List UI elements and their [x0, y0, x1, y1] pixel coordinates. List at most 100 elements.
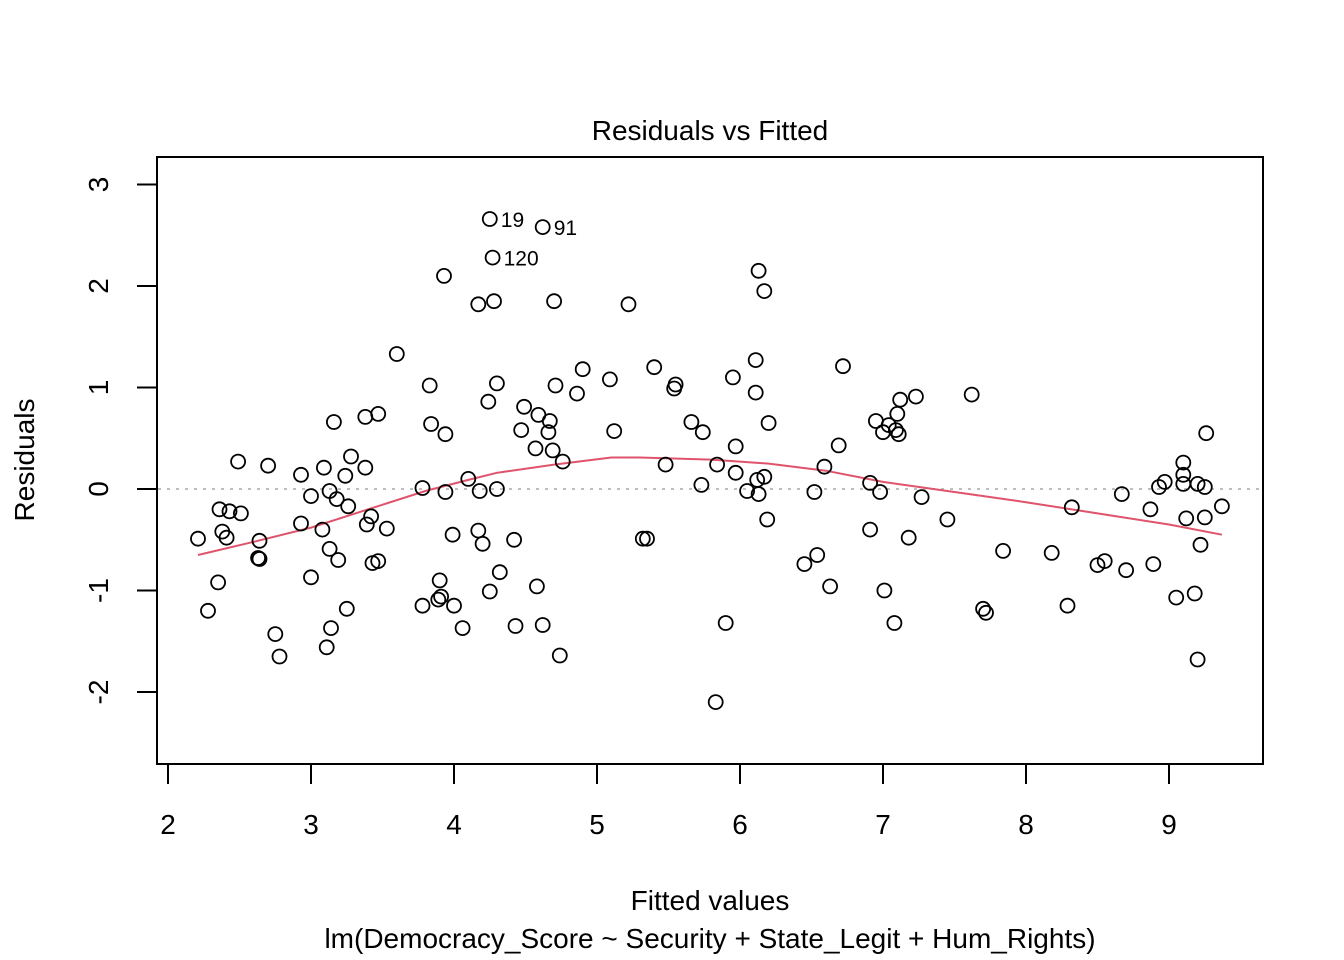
residual-point [357, 459, 374, 476]
residual-point [554, 453, 571, 470]
residual-point [437, 426, 454, 443]
residual-point [454, 620, 471, 636]
residual-point [634, 530, 651, 547]
residual-point [1196, 479, 1213, 495]
outlier-label: 91 [554, 217, 577, 240]
residual-point [323, 620, 339, 636]
residual-point [750, 486, 767, 503]
x-axis: 2 3 4 5 6 7 8 9 [160, 763, 1177, 840]
residual-point [756, 283, 773, 300]
residual-point [1113, 486, 1130, 503]
residual-point [1175, 454, 1192, 471]
residual-point [809, 547, 826, 563]
residual-point [717, 615, 734, 631]
residual-point [939, 511, 956, 528]
residual-point [460, 470, 477, 487]
residual-point [444, 526, 461, 543]
y-tick-label: 3 [83, 177, 114, 193]
residual-point [876, 582, 893, 599]
residual-point [1059, 597, 1076, 614]
residual-point [370, 553, 387, 569]
residual-point [1178, 510, 1195, 527]
residual-point [739, 483, 755, 499]
residual-point [534, 617, 551, 633]
residual-points [190, 211, 1230, 710]
residual-point [796, 556, 813, 572]
residual-point [513, 422, 530, 439]
residual-point [481, 583, 498, 600]
residual-point [725, 369, 741, 386]
residual-point [1196, 509, 1213, 526]
residual-point [423, 416, 440, 432]
residual-point [251, 551, 268, 567]
residual-point [433, 588, 450, 605]
x-tick-label: 4 [446, 809, 462, 840]
residual-point [862, 474, 878, 491]
residual-point [544, 442, 561, 459]
residual-point [414, 480, 431, 496]
residual-point [693, 476, 710, 493]
residual-point [480, 393, 497, 410]
residual-point [431, 572, 448, 589]
residual-point [727, 464, 744, 481]
residual-point [727, 438, 744, 455]
chart-subtitle: lm(Democracy_Score ~ Security + State_Le… [324, 923, 1095, 954]
x-tick-label: 2 [160, 809, 176, 840]
residual-point [667, 376, 684, 393]
residual-point [328, 491, 345, 508]
residual-point [330, 552, 347, 568]
residual-point [484, 249, 501, 266]
residual-point [889, 405, 906, 422]
residual-point [1175, 475, 1192, 492]
outlier-label: 120 [504, 248, 539, 271]
residual-point [1168, 589, 1185, 606]
residual-point [267, 626, 284, 642]
residual-point [378, 520, 395, 537]
x-tick-label: 6 [732, 809, 748, 840]
x-tick-label: 8 [1018, 809, 1034, 840]
residual-point [835, 358, 851, 375]
residual-point [211, 501, 228, 518]
residual-point [507, 618, 524, 634]
residual-point [620, 296, 637, 313]
residual-point [529, 578, 545, 595]
residual-point [430, 591, 447, 608]
residual-point [218, 529, 235, 546]
y-axis-label: Residuals [9, 399, 40, 522]
x-axis-label: Fitted values [631, 885, 790, 916]
residual-point [806, 484, 823, 500]
residual-point [1189, 475, 1206, 492]
residual-point [414, 597, 431, 614]
x-tick-label: 5 [589, 809, 605, 840]
residual-point [436, 267, 452, 284]
residual-point [421, 377, 438, 394]
outlier-label: 19 [501, 209, 524, 232]
residual-point [872, 484, 888, 500]
residual-point [325, 414, 342, 430]
residual-point [892, 391, 909, 408]
residual-point [338, 600, 355, 617]
x-tick-label: 9 [1161, 809, 1177, 840]
residual-point [1186, 585, 1203, 602]
residual-point [343, 448, 359, 465]
residual-point [816, 458, 833, 475]
residual-point [488, 481, 505, 497]
residual-point [890, 426, 907, 443]
residual-point [303, 488, 319, 505]
residual-point [446, 597, 462, 614]
residual-point [303, 569, 319, 586]
residual-point [1118, 562, 1134, 579]
residual-point [551, 647, 568, 664]
residual-point [321, 541, 338, 557]
chart-title: Residuals vs Fitted [592, 115, 829, 146]
residual-point [540, 424, 557, 441]
residual-point [293, 466, 309, 483]
residual-point [200, 602, 216, 619]
residual-point [1043, 545, 1060, 561]
residual-point [1192, 536, 1209, 553]
residual-point [491, 564, 508, 581]
residual-point [569, 385, 585, 402]
residual-point [1145, 556, 1162, 572]
residual-point [271, 648, 288, 665]
residual-point [547, 377, 564, 394]
